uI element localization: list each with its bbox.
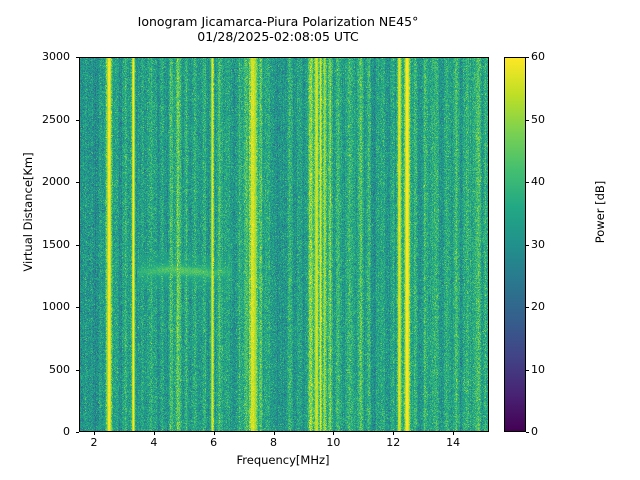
colorbar-tick-mark [525, 57, 529, 58]
y-tick-label: 2000 [42, 175, 70, 188]
y-tick-label: 500 [49, 362, 70, 376]
y-tick-label: 1500 [42, 237, 70, 251]
x-tick-mark [213, 431, 215, 435]
y-tick-label: 2500 [42, 112, 70, 126]
colorbar-label: Power [dB] [593, 180, 607, 244]
colorbar-tick-label: 30 [531, 237, 545, 251]
x-tick-label: 6 [210, 436, 218, 449]
y-tick-label: 3000 [42, 50, 70, 63]
chart-title-line-1: Ionogram Jicamarca-Piura Polarization NE… [137, 14, 419, 29]
y-tick-mark [75, 432, 79, 433]
colorbar-tick-label: 0 [531, 425, 538, 438]
colorbar-tick-label: 20 [531, 300, 545, 313]
y-tick-mark [75, 182, 79, 183]
ionogram-heatmap [80, 58, 488, 431]
y-tick-mark [75, 244, 79, 246]
y-tick-label: 0 [63, 425, 70, 438]
y-tick-mark [75, 369, 79, 371]
y-tick-mark [75, 119, 79, 121]
chart-title: Ionogram Jicamarca-Piura Polarization NE… [0, 14, 556, 44]
x-tick-label: 12 [386, 436, 401, 449]
colorbar-tick-mark [525, 432, 529, 433]
x-tick-mark [153, 431, 155, 435]
x-tick-mark [453, 431, 455, 435]
colorbar-tick-label: 50 [531, 112, 545, 126]
y-tick-mark [75, 57, 79, 58]
x-tick-label: 8 [270, 436, 278, 449]
colorbar-tick-mark [525, 119, 529, 121]
x-tick-label: 4 [150, 436, 158, 449]
colorbar-tick-label: 60 [531, 50, 545, 63]
x-tick-mark [333, 431, 335, 435]
x-tick-mark [273, 431, 275, 435]
chart-title-line-2: 01/28/2025-02:08:05 UTC [197, 29, 359, 44]
colorbar-tick-mark [525, 244, 529, 246]
x-tick-label: 2 [90, 436, 98, 449]
colorbar-tick-label: 10 [531, 362, 545, 376]
colorbar-tick-mark [525, 369, 529, 371]
x-tick-label: 14 [446, 436, 461, 449]
x-axis-label: Frequency[MHz] [236, 453, 330, 467]
colorbar-tick-mark [525, 307, 529, 308]
colorbar-tick-mark [525, 182, 529, 183]
heatmap-axes [79, 57, 489, 432]
colorbar-gradient [505, 58, 525, 431]
y-axis-label: Virtual Distance[Km] [21, 152, 35, 272]
y-tick-label: 1000 [42, 300, 70, 313]
x-tick-mark [393, 431, 395, 435]
colorbar-axes [504, 57, 526, 432]
y-tick-mark [75, 307, 79, 308]
colorbar-tick-label: 40 [531, 175, 545, 188]
x-tick-label: 10 [326, 436, 341, 449]
x-tick-mark [93, 431, 95, 435]
